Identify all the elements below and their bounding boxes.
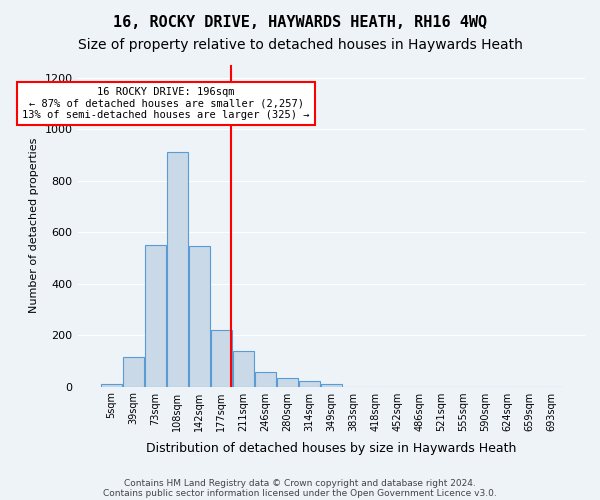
Text: Size of property relative to detached houses in Haywards Heath: Size of property relative to detached ho… [77,38,523,52]
Bar [299,382,320,386]
Text: 16, ROCKY DRIVE, HAYWARDS HEATH, RH16 4WQ: 16, ROCKY DRIVE, HAYWARDS HEATH, RH16 4W… [113,15,487,30]
Bar [277,378,298,386]
X-axis label: Distribution of detached houses by size in Haywards Heath: Distribution of detached houses by size … [146,442,517,455]
Bar [255,372,275,386]
Bar [189,246,209,386]
Bar [211,330,232,386]
Bar [167,152,188,386]
Bar [233,350,254,386]
Bar [321,384,342,386]
Text: Contains HM Land Registry data © Crown copyright and database right 2024.: Contains HM Land Registry data © Crown c… [124,478,476,488]
Text: 16 ROCKY DRIVE: 196sqm
← 87% of detached houses are smaller (2,257)
13% of semi-: 16 ROCKY DRIVE: 196sqm ← 87% of detached… [22,87,310,120]
Bar [101,384,122,386]
Bar [145,245,166,386]
Y-axis label: Number of detached properties: Number of detached properties [29,138,39,314]
Text: Contains public sector information licensed under the Open Government Licence v3: Contains public sector information licen… [103,488,497,498]
Bar [122,357,143,386]
